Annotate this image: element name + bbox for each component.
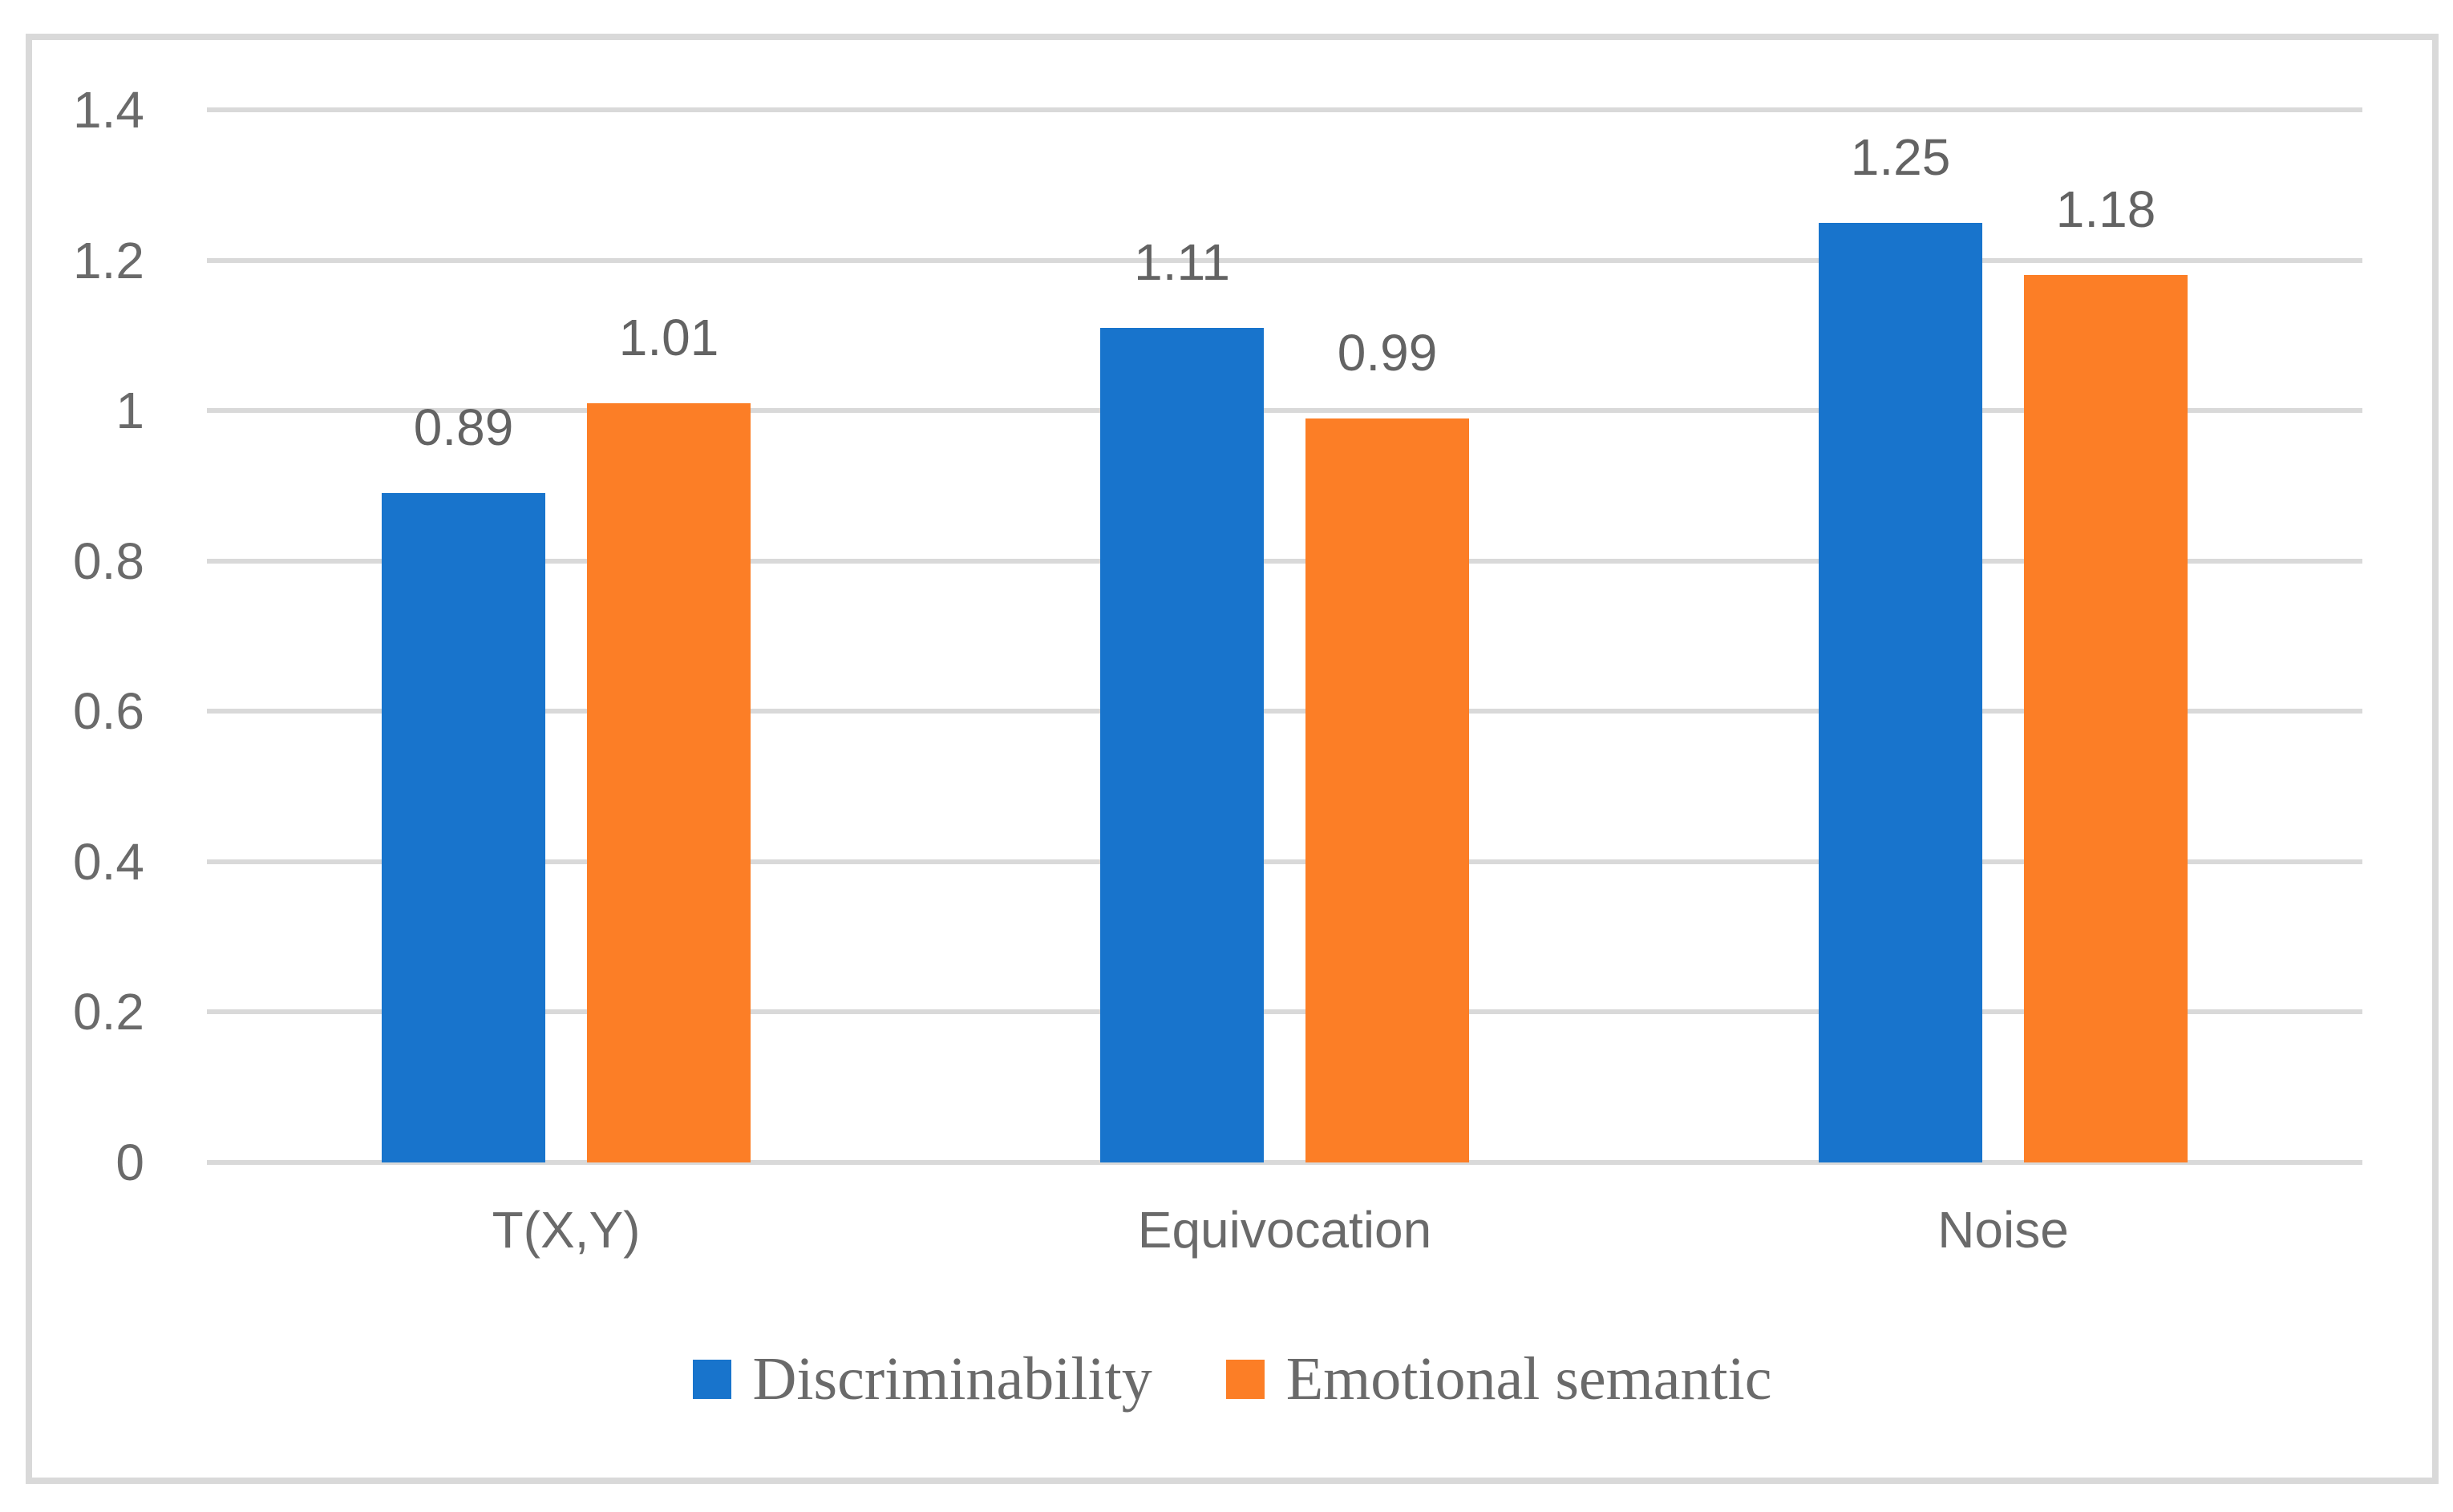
bar-discriminability-equivocation	[1100, 327, 1264, 1162]
x-category-label: Equivocation	[1137, 1201, 1432, 1259]
bar-emotional-semantic-noise	[2024, 275, 2188, 1162]
legend-marker-icon	[1225, 1359, 1265, 1399]
plot-area: 0.89 1.01 1.11 0.99 1.25 1.18	[207, 107, 2362, 1165]
gridline-y-0.2	[207, 1009, 2362, 1015]
data-label: 0.89	[413, 398, 514, 457]
gridline-y-0	[207, 1160, 2362, 1165]
y-tick-label: 0	[115, 1134, 144, 1191]
legend-label: Discriminability	[752, 1345, 1152, 1413]
legend-marker-icon	[692, 1359, 731, 1399]
x-category-label: T(X,Y)	[492, 1201, 641, 1259]
y-tick-label: 0.2	[73, 983, 144, 1041]
legend-item-discriminability: Discriminability	[692, 1340, 1152, 1417]
gridline-y-1	[207, 408, 2362, 414]
y-tick-label: 0.4	[73, 832, 144, 891]
gridline-y-0.6	[207, 709, 2362, 714]
gridline-y-1.4	[207, 107, 2362, 112]
data-label: 1.25	[1850, 127, 1951, 186]
y-tick-label: 1	[115, 382, 144, 440]
data-label: 1.11	[1134, 232, 1230, 291]
data-label: 0.99	[1337, 323, 1438, 382]
gridline-y-0.8	[207, 558, 2362, 564]
data-label: 1.01	[618, 308, 719, 366]
y-tick-label: 1.4	[73, 81, 144, 139]
bar-emotional-semantic-txy	[587, 402, 751, 1162]
legend: Discriminability Emotional semantic	[26, 1340, 2439, 1417]
y-tick-label: 0.6	[73, 682, 144, 741]
x-category-label: Noise	[1937, 1201, 2069, 1259]
gridline-y-0.4	[207, 859, 2362, 864]
y-tick-label: 0.8	[73, 532, 144, 590]
y-tick-label: 1.2	[73, 231, 144, 289]
bar-emotional-semantic-equivocation	[1305, 418, 1469, 1162]
chart-border	[26, 34, 2439, 1484]
data-label: 1.18	[2055, 180, 2156, 239]
bar-discriminability-txy	[382, 493, 545, 1162]
gridline-y-1.2	[207, 257, 2362, 263]
bar-discriminability-noise	[1819, 222, 1982, 1162]
legend-item-emotional-semantic: Emotional semantic	[1225, 1340, 1772, 1417]
legend-label: Emotional semantic	[1285, 1345, 1772, 1413]
